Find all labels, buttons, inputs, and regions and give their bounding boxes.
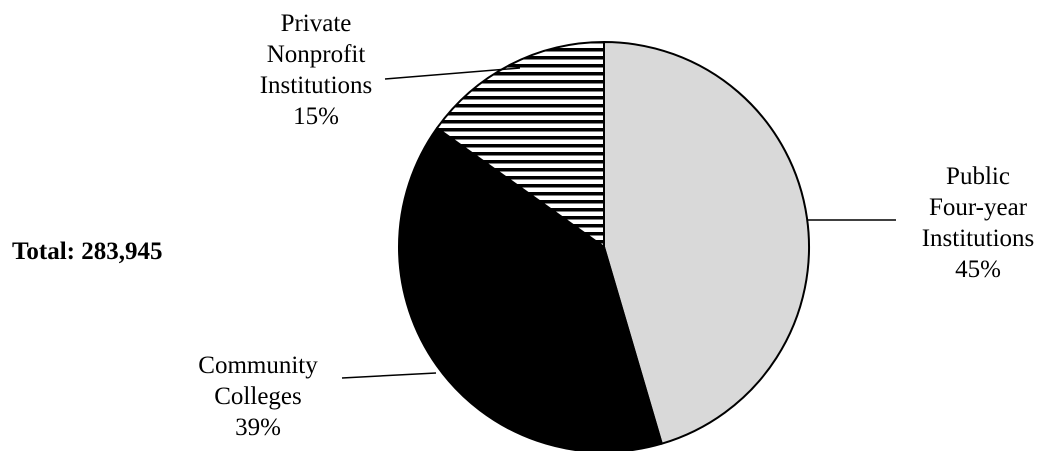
leader-lines-layer [341, 67, 896, 379]
slice-label-line: 45% [955, 256, 1001, 283]
slices-layer [398, 41, 810, 454]
slice-label-line: Nonprofit [267, 41, 366, 68]
slice-label-line: Public [946, 163, 1010, 190]
total-label: Total: 283,945 [12, 238, 162, 265]
slice-label-line: Institutions [922, 225, 1035, 252]
leader-line-private-nonprofit-institutions [384, 67, 521, 80]
slice-labels-layer: Public Four-year Institutions 45%Community C… [198, 10, 1034, 441]
slice-label-community-colleges: Community Colleges 39% [198, 352, 318, 441]
slice-label-line: 15% [293, 103, 339, 130]
slice-label-public-four-year-institutions: Public Four-year Institutions 45% [922, 163, 1035, 283]
slice-label-line: Colleges [214, 383, 302, 410]
slice-label-line: 39% [235, 414, 281, 441]
slice-label-line: Private [281, 10, 352, 37]
slice-label-private-nonprofit-institutions: Private Nonprofit Institutions 15% [260, 10, 373, 130]
slice-label-line: Institutions [260, 72, 373, 99]
pie-slice-private-nonprofit-institutions [436, 41, 605, 248]
slice-label-line: Four-year [929, 194, 1028, 221]
slice-label-line: Community [198, 352, 318, 379]
pie-slice-public-four-year-institutions [603, 41, 810, 445]
leader-line-community-colleges [341, 372, 437, 379]
